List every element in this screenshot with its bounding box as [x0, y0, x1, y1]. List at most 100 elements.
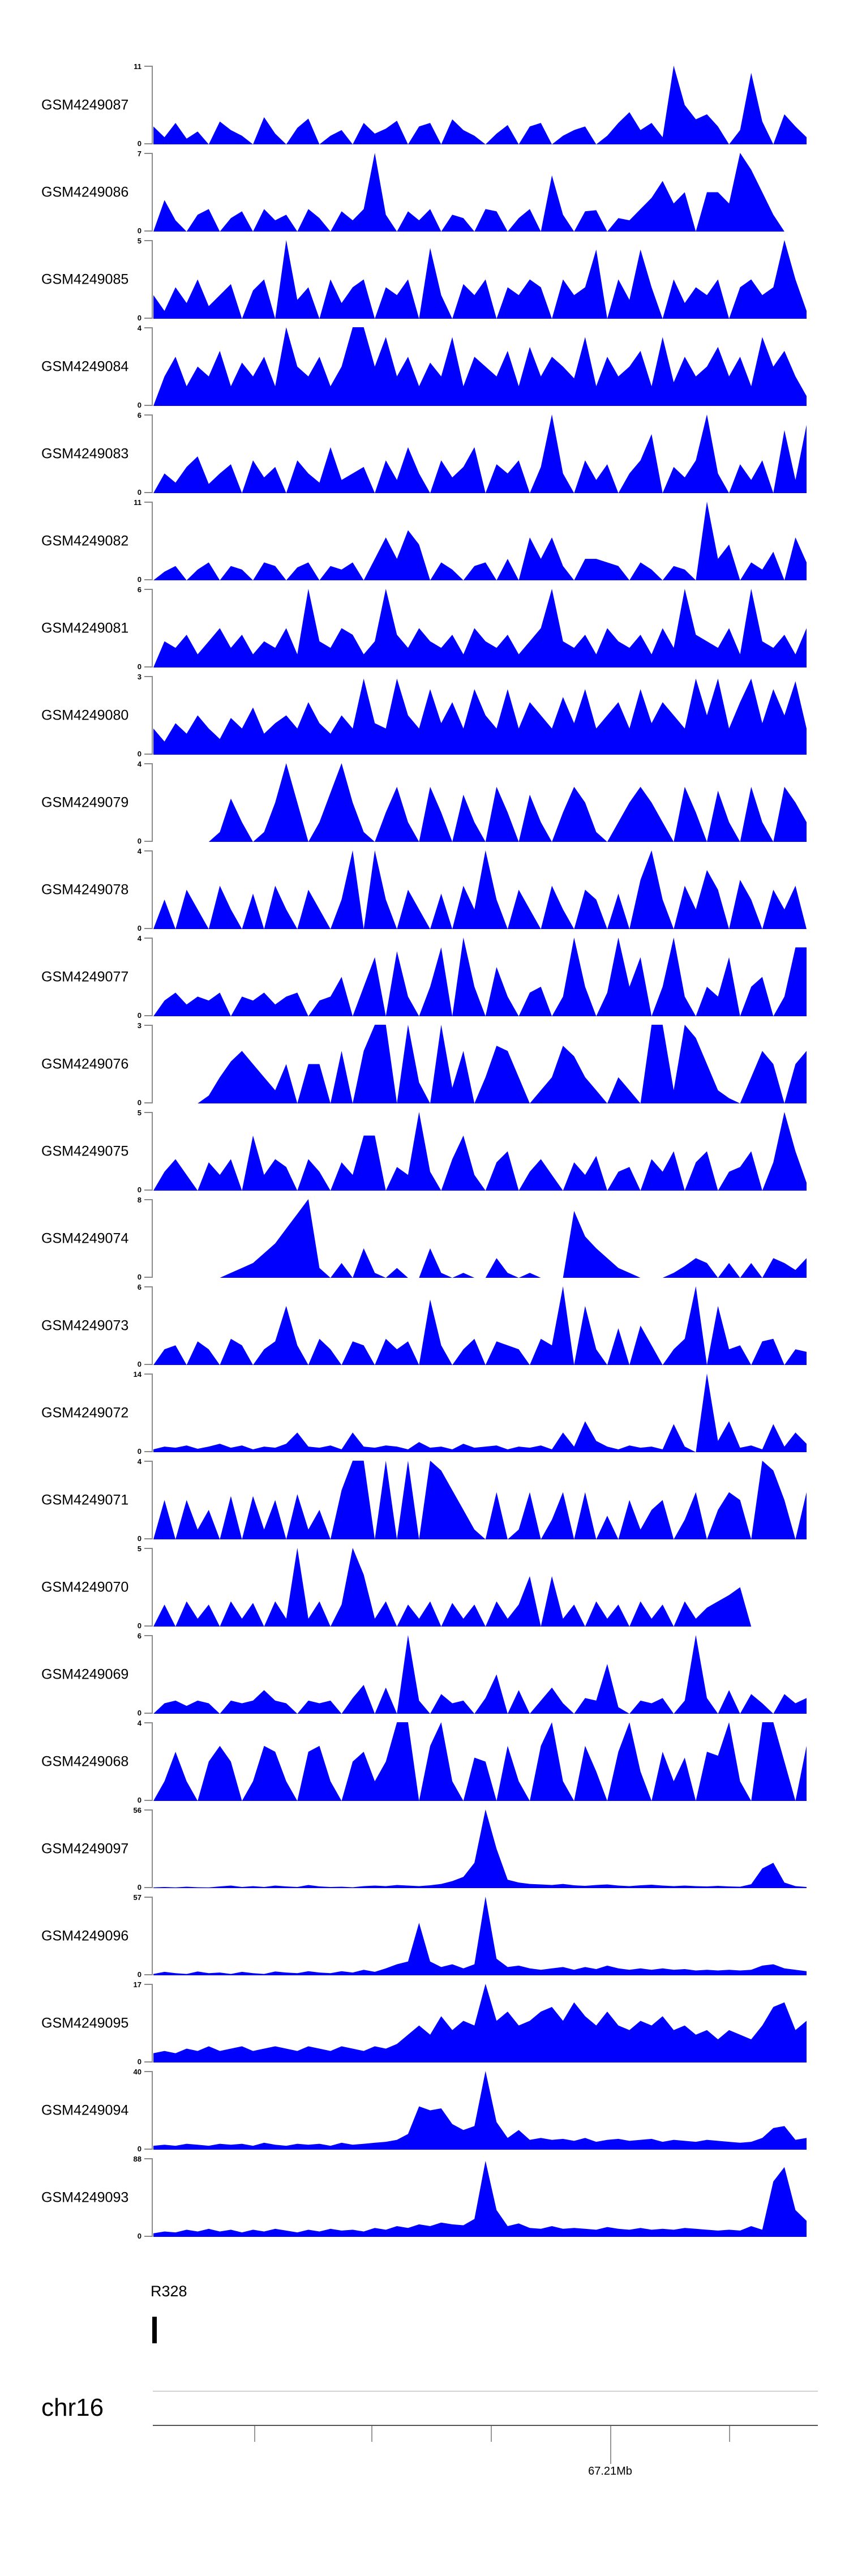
signal-polygon: [153, 1722, 807, 1801]
y-axis-top-tick: [144, 66, 152, 67]
y-axis-max-label: 6: [137, 1632, 142, 1640]
y-axis-line: [152, 240, 153, 319]
genome-axis-long-tick: [610, 2426, 611, 2464]
y-axis-bottom-tick: [144, 1364, 152, 1365]
track-label: GSM4249093: [41, 2189, 129, 2205]
signal-polygon: [153, 240, 807, 319]
y-axis-top-tick: [144, 1286, 152, 1287]
y-axis-line: [152, 2158, 153, 2237]
y-axis-max-label: 17: [133, 1980, 142, 1989]
signal-plot: [153, 1286, 807, 1365]
track-label: GSM4249084: [41, 358, 129, 374]
y-axis-zero-label: 0: [137, 662, 142, 671]
signal-plot: [153, 1461, 807, 1539]
track-label: GSM4249097: [41, 1841, 129, 1856]
signal-polygon: [153, 938, 807, 1016]
y-axis-top-tick: [144, 589, 152, 590]
y-axis-bottom-tick: [144, 1538, 152, 1539]
y-axis-top-tick: [144, 1897, 152, 1898]
y-axis-top-tick: [144, 1809, 152, 1811]
y-axis-bottom-tick: [144, 1102, 152, 1103]
y-axis-max-label: 4: [137, 760, 142, 768]
track-row-GSM4249071: GSM4249071 4 0: [0, 1457, 849, 1542]
y-axis-line: [152, 1373, 153, 1452]
track-row-GSM4249078: GSM4249078 4 0: [0, 848, 849, 932]
signal-plot: [153, 240, 807, 319]
track-row-GSM4249087: GSM4249087 11 0: [0, 63, 849, 147]
y-axis-max-label: 6: [137, 411, 142, 420]
y-axis-top-tick: [144, 676, 152, 677]
y-axis-top-tick: [144, 1722, 152, 1723]
track-row-GSM4249073: GSM4249073 6 0: [0, 1283, 849, 1368]
y-axis-top-tick: [144, 502, 152, 503]
signal-polygon: [153, 1984, 807, 2062]
track-label: GSM4249076: [41, 1056, 129, 1072]
y-axis-bottom-tick: [144, 666, 152, 667]
y-axis-bottom-tick: [144, 2236, 152, 2237]
track-label: GSM4249082: [41, 533, 129, 549]
y-axis-top-tick: [144, 153, 152, 154]
y-axis-max-label: 3: [137, 673, 142, 681]
track-label: GSM4249073: [41, 1317, 129, 1333]
y-axis-zero-label: 0: [137, 488, 142, 497]
track-label: GSM4249071: [41, 1492, 129, 1508]
signal-plot: [153, 66, 807, 144]
y-axis-line: [152, 1548, 153, 1627]
signal-plot: [153, 678, 807, 755]
track-row-GSM4249096: GSM4249096 57 0: [0, 1894, 849, 1978]
y-axis-top-tick: [144, 1635, 152, 1636]
signal-plot: [153, 327, 807, 406]
track-row-GSM4249097: GSM4249097 56 0: [0, 1807, 849, 1891]
signal-polygon: [153, 1199, 807, 1278]
track-label: GSM4249081: [41, 620, 129, 636]
chromosome-label: chr16: [41, 2394, 104, 2421]
y-axis-bottom-tick: [144, 1974, 152, 1975]
y-axis-top-tick: [144, 240, 152, 241]
y-axis-bottom-tick: [144, 2061, 152, 2062]
signal-plot: [153, 850, 807, 929]
y-axis-bottom-tick: [144, 405, 152, 406]
signal-plot: [153, 938, 807, 1016]
y-axis-zero-label: 0: [137, 2145, 142, 2153]
y-axis-top-tick: [144, 763, 152, 764]
y-axis-top-tick: [144, 1984, 152, 1985]
track-label: GSM4249068: [41, 1753, 129, 1769]
y-axis-line: [152, 1897, 153, 1975]
y-axis-max-label: 5: [137, 1109, 142, 1117]
signal-plot: [153, 1984, 807, 2062]
signal-plot: [153, 1199, 807, 1278]
y-axis-zero-label: 0: [137, 1360, 142, 1368]
track-row-GSM4249077: GSM4249077 4 0: [0, 934, 849, 1020]
y-axis-zero-label: 0: [137, 750, 142, 758]
y-axis-line: [152, 2071, 153, 2150]
y-axis-line: [152, 1025, 153, 1103]
track-row-GSM4249074: GSM4249074 8 0: [0, 1196, 849, 1281]
y-axis-max-label: 5: [137, 237, 142, 245]
genome-axis-tick: [371, 2426, 372, 2442]
y-axis-line: [152, 414, 153, 493]
y-axis-bottom-tick: [144, 230, 152, 232]
signal-polygon: [153, 153, 807, 232]
track-label: GSM4249069: [41, 1666, 129, 1682]
y-axis-line: [152, 1984, 153, 2062]
y-axis-bottom-tick: [144, 492, 152, 493]
track-label: GSM4249095: [41, 2015, 129, 2031]
y-axis-line: [152, 676, 153, 755]
y-axis-max-label: 4: [137, 1457, 142, 1466]
signal-polygon: [153, 763, 807, 842]
y-axis-zero-label: 0: [137, 1447, 142, 1456]
track-label: GSM4249080: [41, 707, 129, 723]
y-axis-max-label: 14: [133, 1370, 142, 1379]
y-axis-zero-label: 0: [137, 1011, 142, 1020]
y-axis-top-tick: [144, 327, 152, 328]
signal-polygon: [153, 1461, 807, 1539]
y-axis-max-label: 6: [137, 1283, 142, 1291]
y-axis-zero-label: 0: [137, 1273, 142, 1281]
y-axis-zero-label: 0: [137, 837, 142, 845]
track-row-GSM4249082: GSM4249082 11 0: [0, 499, 849, 583]
signal-plot: [153, 2071, 807, 2150]
track-row-GSM4249070: GSM4249070 5 0: [0, 1545, 849, 1629]
y-axis-max-label: 88: [133, 2155, 142, 2163]
y-axis-max-label: 4: [137, 934, 142, 943]
